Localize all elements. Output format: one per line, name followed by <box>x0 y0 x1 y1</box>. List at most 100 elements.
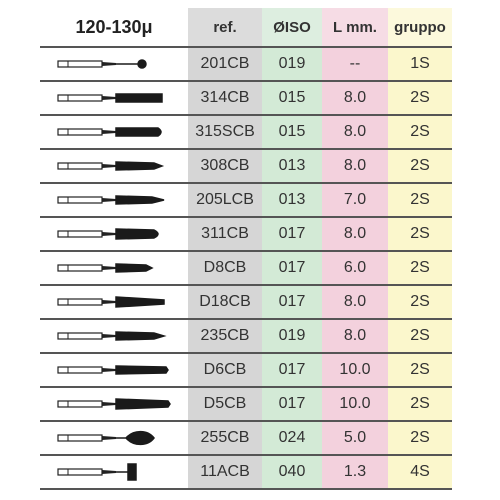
icon-cell <box>40 115 188 150</box>
bur-icon <box>57 161 165 171</box>
table-cell: 308CB <box>188 149 262 184</box>
table-row: 308CB 013 8.0 2S <box>40 149 452 184</box>
icon-cell <box>40 47 188 82</box>
table-cell: 8.0 <box>322 217 388 252</box>
table-body: 201CB 019 -- 1S 314CB 015 8.0 2S 315SCB 015 8.0 2S 3… <box>40 47 452 490</box>
icon-cell <box>40 421 188 456</box>
icon-cell <box>40 251 188 286</box>
table-cell: 015 <box>262 115 322 150</box>
table-row: 201CB 019 -- 1S <box>40 47 452 82</box>
product-table: 120-130μ ref. ØISO L mm. gruppo 201CB 019… <box>40 8 452 490</box>
header-cell: ØISO <box>262 8 322 48</box>
table-cell: 10.0 <box>322 353 388 388</box>
table-cell: 2S <box>388 421 452 456</box>
bur-icon <box>57 463 137 481</box>
table-cell: 315SCB <box>188 115 262 150</box>
bur-icon <box>57 93 163 103</box>
table-cell: 11ACB <box>188 455 262 490</box>
icon-cell <box>40 183 188 218</box>
table-cell: 019 <box>262 319 322 354</box>
table-cell: 2S <box>388 353 452 388</box>
header-cell: ref. <box>188 8 262 48</box>
table-cell: 2S <box>388 387 452 422</box>
table-cell: 024 <box>262 421 322 456</box>
table-cell: 1S <box>388 47 452 82</box>
table-cell: 8.0 <box>322 81 388 116</box>
bur-icon <box>57 398 171 410</box>
table-cell: 4S <box>388 455 452 490</box>
table-cell: 2S <box>388 285 452 320</box>
header-cell: 120-130μ <box>40 8 188 48</box>
icon-cell <box>40 455 188 490</box>
icon-cell <box>40 285 188 320</box>
table-row: 314CB 015 8.0 2S <box>40 81 452 116</box>
header-row: 120-130μ ref. ØISO L mm. gruppo <box>40 8 452 48</box>
table-cell: 017 <box>262 387 322 422</box>
table-cell: D18CB <box>188 285 262 320</box>
table-cell: 015 <box>262 81 322 116</box>
table-cell: 5.0 <box>322 421 388 456</box>
table-cell: 8.0 <box>322 319 388 354</box>
bur-icon <box>57 430 155 446</box>
icon-cell <box>40 149 188 184</box>
table-cell: 017 <box>262 285 322 320</box>
table-row: 255CB 024 5.0 2S <box>40 421 452 456</box>
table-cell: 2S <box>388 81 452 116</box>
header-cell: L mm. <box>322 8 388 48</box>
table-cell: 235CB <box>188 319 262 354</box>
bur-icon <box>57 127 162 137</box>
table-row: D18CB 017 8.0 2S <box>40 285 452 320</box>
table-cell: 2S <box>388 319 452 354</box>
table-cell: 017 <box>262 217 322 252</box>
table-cell: -- <box>322 47 388 82</box>
table-cell: 311CB <box>188 217 262 252</box>
table-row: 311CB 017 8.0 2S <box>40 217 452 252</box>
table-cell: 6.0 <box>322 251 388 286</box>
bur-icon <box>57 296 165 308</box>
table-cell: 10.0 <box>322 387 388 422</box>
icon-cell <box>40 81 188 116</box>
table-cell: 2S <box>388 251 452 286</box>
bur-icon <box>57 365 169 375</box>
table-row: D6CB 017 10.0 2S <box>40 353 452 388</box>
table-cell: 255CB <box>188 421 262 456</box>
table-cell: 8.0 <box>322 285 388 320</box>
bur-icon <box>57 228 159 240</box>
table-cell: 013 <box>262 183 322 218</box>
header-cell: gruppo <box>388 8 452 48</box>
table-row: D5CB 017 10.0 2S <box>40 387 452 422</box>
bur-icon <box>57 263 154 273</box>
table-row: 315SCB 015 8.0 2S <box>40 115 452 150</box>
table-cell: D5CB <box>188 387 262 422</box>
icon-cell <box>40 353 188 388</box>
table-cell: 1.3 <box>322 455 388 490</box>
table-cell: D6CB <box>188 353 262 388</box>
table-row: 205LCB 013 7.0 2S <box>40 183 452 218</box>
table-cell: D8CB <box>188 251 262 286</box>
table-row: 235CB 019 8.0 2S <box>40 319 452 354</box>
table-cell: 040 <box>262 455 322 490</box>
table-cell: 2S <box>388 217 452 252</box>
table-row: 11ACB 040 1.3 4S <box>40 455 452 490</box>
icon-cell <box>40 319 188 354</box>
table-cell: 314CB <box>188 81 262 116</box>
bur-icon <box>57 331 167 341</box>
table-cell: 8.0 <box>322 115 388 150</box>
table-cell: 2S <box>388 183 452 218</box>
icon-cell <box>40 387 188 422</box>
table-row: D8CB 017 6.0 2S <box>40 251 452 286</box>
table-cell: 2S <box>388 149 452 184</box>
table-cell: 017 <box>262 353 322 388</box>
icon-cell <box>40 217 188 252</box>
table-cell: 201CB <box>188 47 262 82</box>
table-cell: 2S <box>388 115 452 150</box>
table-cell: 013 <box>262 149 322 184</box>
bur-icon <box>57 195 165 205</box>
table-cell: 017 <box>262 251 322 286</box>
table-cell: 019 <box>262 47 322 82</box>
table-cell: 7.0 <box>322 183 388 218</box>
table-cell: 8.0 <box>322 149 388 184</box>
bur-icon <box>57 59 147 69</box>
table-cell: 205LCB <box>188 183 262 218</box>
